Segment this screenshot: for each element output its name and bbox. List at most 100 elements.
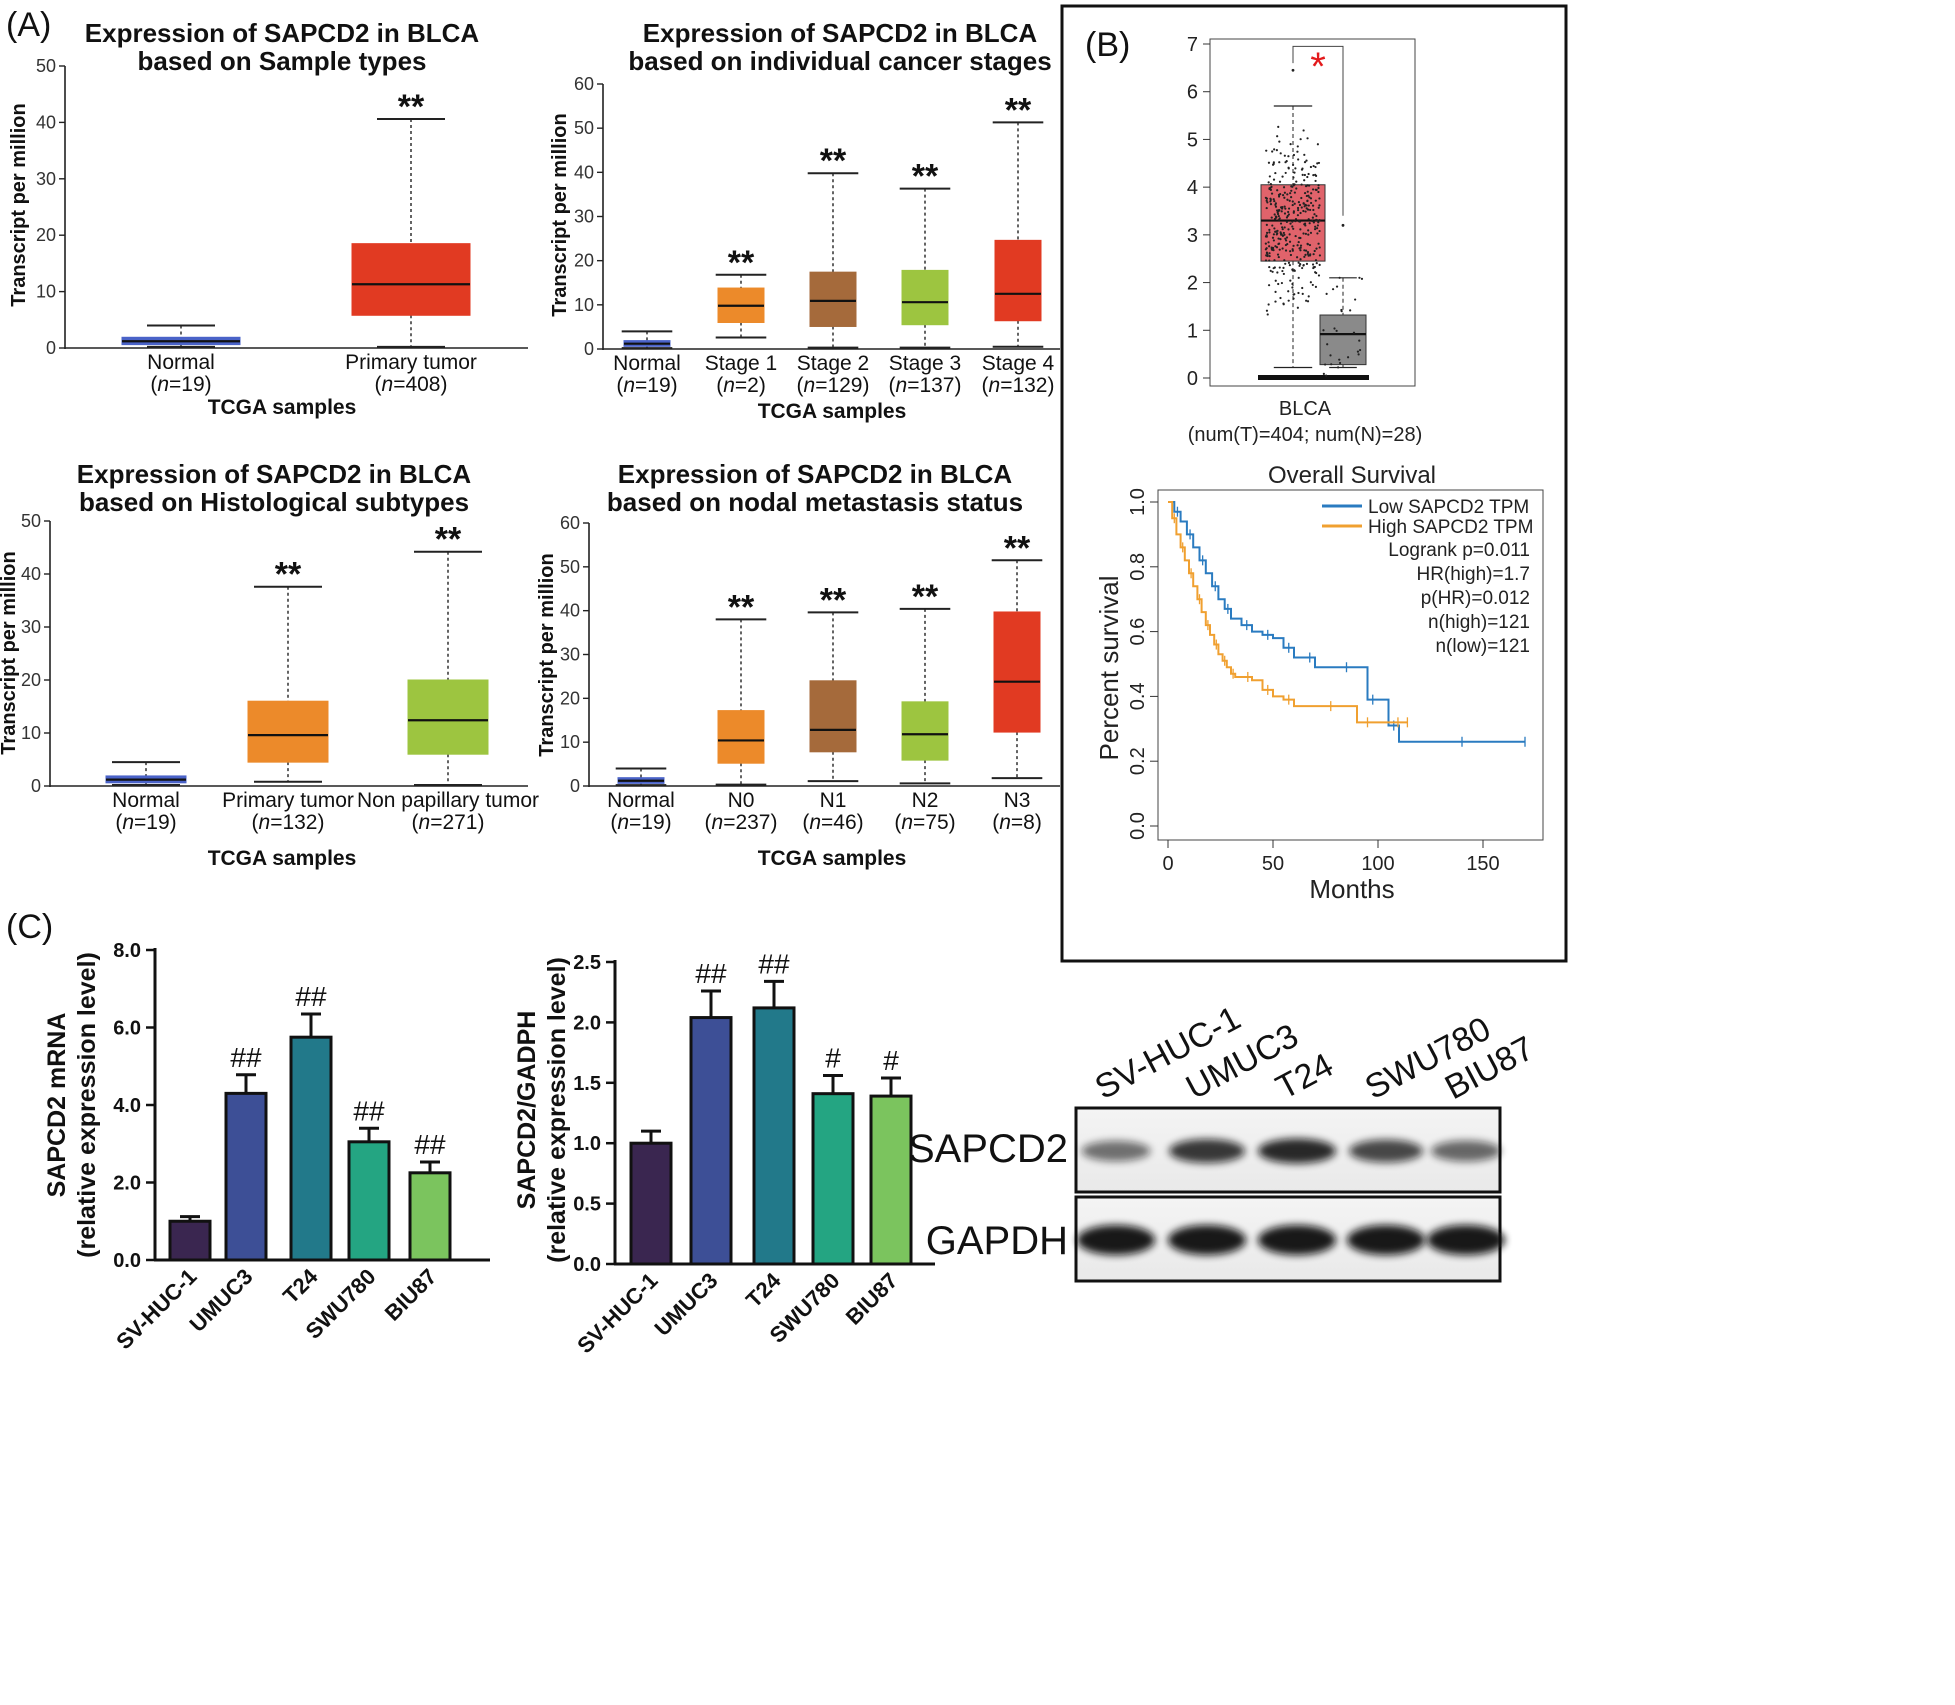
jitter-point [1275,233,1278,236]
jitter-point [1302,129,1305,132]
jitter-point [1284,237,1287,240]
category-n-label: (n=46) [802,811,863,834]
jitter-point [1297,240,1300,244]
jitter-point [1282,186,1286,189]
jitter-point [1287,155,1290,158]
jitter-point [1287,210,1290,214]
jitter-point [1295,187,1298,190]
jitter-point [1303,179,1306,182]
chart-a4-title-line2: based on nodal metastasis status [607,487,1023,517]
jitter-point [1279,152,1282,155]
jitter-point [1268,187,1271,190]
outlier-point [1291,68,1295,72]
jitter-point [1316,232,1319,235]
chart-a4-y-tick-label: 0 [570,776,580,796]
significance-marker: ## [414,1129,446,1160]
category-label: Normal [607,789,675,812]
jitter-point [1267,241,1270,244]
jitter-point [1325,374,1328,377]
jitter-point [1267,303,1270,306]
chart-b2-title: Overall Survival [1268,462,1436,489]
chart-c2: SAPCD2/GADPH (relative expression level)… [513,948,935,1358]
jitter-point [1335,285,1339,288]
jitter-point [1303,249,1306,252]
chart-a1-axes: 0 10 20 30 40 50 [36,56,528,358]
jitter-point [1305,262,1309,265]
jitter-point [1314,285,1318,289]
jitter-point [1293,202,1296,205]
chart-b2-marks [1168,501,1526,747]
jitter-point [1288,264,1291,267]
jitter-point [1295,256,1299,259]
band-sapcd2 [1169,1139,1245,1163]
jitter-point [1314,179,1317,183]
chart-c1-marks: SV-HUC-1##UMUC3##T24##SWU780##BIU87 [111,981,452,1354]
jitter-point [1316,224,1319,227]
jitter-point [1297,158,1300,161]
jitter-point [1300,206,1303,209]
category-label: N3 [1004,789,1031,812]
jitter-point [1279,222,1283,225]
jitter-point [1309,208,1312,212]
chart-b2-x-tick-label: 150 [1466,853,1499,875]
box-stage-3 [901,269,949,326]
jitter-point [1281,175,1284,178]
jitter-point [1274,290,1277,293]
chart-a1-title-line1: Expression of SAPCD2 in BLCA [85,18,480,48]
jitter-point [1275,246,1279,249]
jitter-point [1303,191,1307,195]
jitter-point [1297,209,1300,212]
jitter-point [1318,263,1321,267]
jitter-point [1315,247,1318,250]
jitter-point [1299,249,1302,252]
jitter-point [1296,206,1300,210]
stat-n-high: n(high)=121 [1428,612,1530,633]
jitter-point [1311,283,1314,287]
jitter-point [1265,309,1269,312]
jitter-point [1286,214,1289,218]
jitter-point [1311,188,1315,191]
jitter-point [1329,354,1332,357]
jitter-point [1268,175,1271,178]
jitter-point [1300,183,1303,186]
jitter-point [1303,161,1307,164]
category-label: Non papillary tumor [357,789,539,812]
chart-a4-marks: Normal(n=19)**N0(n=237)**N1(n=46)**N2(n=… [607,529,1043,834]
significance-marker: ** [728,588,755,626]
jitter-point [1309,165,1313,169]
category-label: N2 [912,789,939,812]
jitter-point [1299,244,1303,247]
category-n-label: (n=271) [412,811,485,834]
jitter-point [1296,214,1300,217]
chart-a3-y-tick-label: 10 [21,723,41,743]
jitter-point [1278,217,1281,220]
chart-a4-title-line1: Expression of SAPCD2 in BLCA [618,459,1013,489]
jitter-point [1306,199,1309,202]
jitter-point [1281,247,1284,250]
band-sapcd2 [1258,1138,1336,1164]
jitter-point [1295,180,1298,183]
jitter-point [1286,198,1289,201]
jitter-point [1292,293,1295,296]
jitter-point [1293,191,1296,194]
chart-c1-y-tick-label: 0.0 [113,1250,141,1272]
jitter-point [1314,188,1317,191]
jitter-point [1287,228,1290,231]
chart-a3-y-tick-label: 20 [21,670,41,690]
chart-b1-y-tick-label: 6 [1187,82,1198,104]
jitter-point [1292,176,1295,179]
chart-b1: BLCA (num(T)=404; num(N)=28) 0 1 2 3 4 5 6 7 * [1187,34,1422,446]
jitter-point [1287,299,1290,302]
jitter-point [1267,284,1271,287]
jitter-point [1317,274,1321,277]
category-n-label: (n=19) [150,373,211,396]
significance-marker: ## [695,958,727,989]
chart-b2: Overall Survival Months Percent survival… [1094,462,1544,904]
jitter-point [1318,254,1322,257]
jitter-point [1283,233,1286,236]
jitter-point [1277,125,1280,129]
jitter-point [1271,270,1274,273]
jitter-point [1317,206,1320,209]
chart-a4-y-axis-label: Transcript per million [536,553,558,756]
